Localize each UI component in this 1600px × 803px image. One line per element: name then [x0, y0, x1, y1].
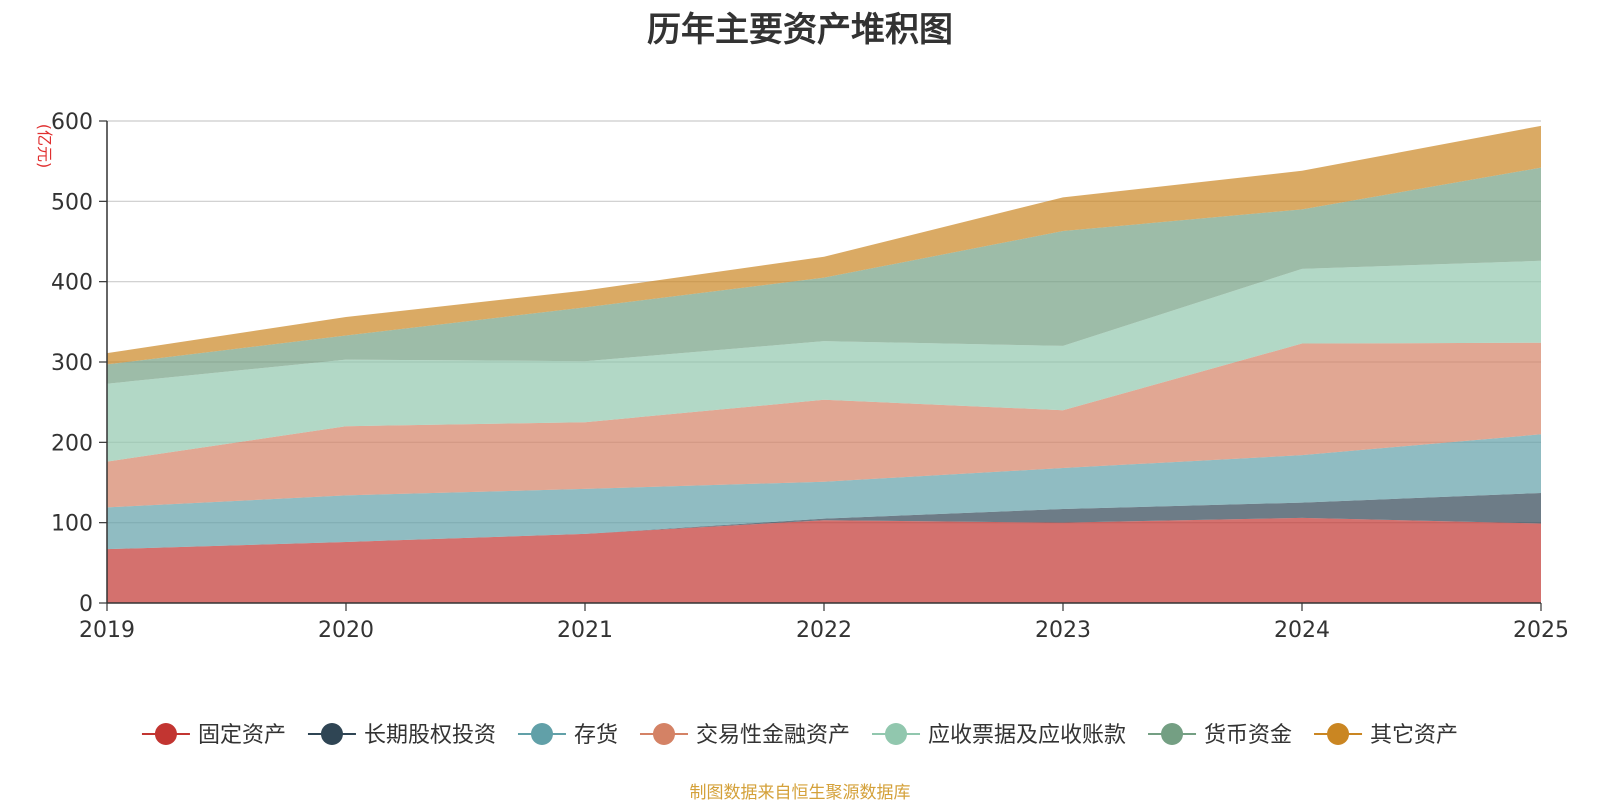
- area-5: [107, 260, 1541, 462]
- legend-marker-icon: [652, 723, 675, 745]
- legend-label: 货币资金: [1204, 723, 1292, 748]
- legend-item[interactable]: 货币资金: [1148, 723, 1292, 748]
- chart-title: 历年主要资产堆积图: [647, 10, 953, 50]
- x-tick-labels: 2019 2020 2021 2022 2023 2024 2025: [79, 603, 1569, 643]
- legend-item[interactable]: 固定资产: [141, 723, 286, 748]
- area-6: [107, 167, 1541, 384]
- legend-marker-icon: [530, 723, 553, 745]
- y-tick-label: 200: [51, 431, 93, 456]
- y-tick-label: 300: [51, 351, 93, 376]
- y-axis-unit-label: (亿元): [35, 124, 54, 169]
- area-4: [107, 342, 1541, 508]
- y-tick-label: 600: [51, 110, 93, 135]
- legend-label: 交易性金融资产: [696, 723, 850, 748]
- legend-marker-icon: [1327, 723, 1350, 745]
- x-tick-label: 2020: [318, 618, 374, 643]
- y-tick-label: 400: [51, 271, 93, 296]
- y-tick-label: 100: [51, 512, 93, 537]
- area-series: [107, 125, 1541, 603]
- legend-item[interactable]: 存货: [517, 723, 618, 748]
- y-tick-label: 500: [51, 190, 93, 215]
- legend-item[interactable]: 长期股权投资: [307, 723, 496, 748]
- x-tick-label: 2023: [1035, 618, 1091, 643]
- legend-marker-icon: [320, 723, 343, 745]
- data-source-note: 制图数据来自恒生聚源数据库: [689, 783, 911, 803]
- legend: 固定资产 长期股权投资 存货 交易性金融资产 应收票据及应收账款 货币资金 其它资产: [141, 723, 1458, 748]
- legend-item[interactable]: 其它资产: [1314, 723, 1458, 748]
- area-1: [107, 517, 1541, 603]
- legend-label: 应收票据及应收账款: [928, 723, 1126, 748]
- legend-label: 存货: [574, 723, 618, 748]
- legend-marker-icon: [885, 723, 908, 745]
- x-tick-label: 2025: [1513, 618, 1569, 643]
- legend-item[interactable]: 交易性金融资产: [639, 723, 850, 748]
- legend-item[interactable]: 应收票据及应收账款: [872, 723, 1126, 748]
- area-7: [107, 125, 1541, 365]
- legend-label: 固定资产: [198, 723, 286, 748]
- y-tick-label: 0: [79, 592, 93, 617]
- area-2: [107, 492, 1541, 550]
- x-tick-label: 2019: [79, 618, 135, 643]
- legend-marker-icon: [154, 723, 177, 745]
- x-tick-label: 2022: [796, 618, 852, 643]
- x-tick-label: 2021: [557, 618, 613, 643]
- area-3: [107, 434, 1541, 550]
- legend-label: 其它资产: [1370, 723, 1458, 748]
- y-tick-labels: 0 100 200 300 400 500 600: [51, 110, 107, 617]
- legend-label: 长期股权投资: [364, 723, 496, 748]
- x-tick-label: 2024: [1274, 618, 1330, 643]
- legend-marker-icon: [1161, 723, 1184, 745]
